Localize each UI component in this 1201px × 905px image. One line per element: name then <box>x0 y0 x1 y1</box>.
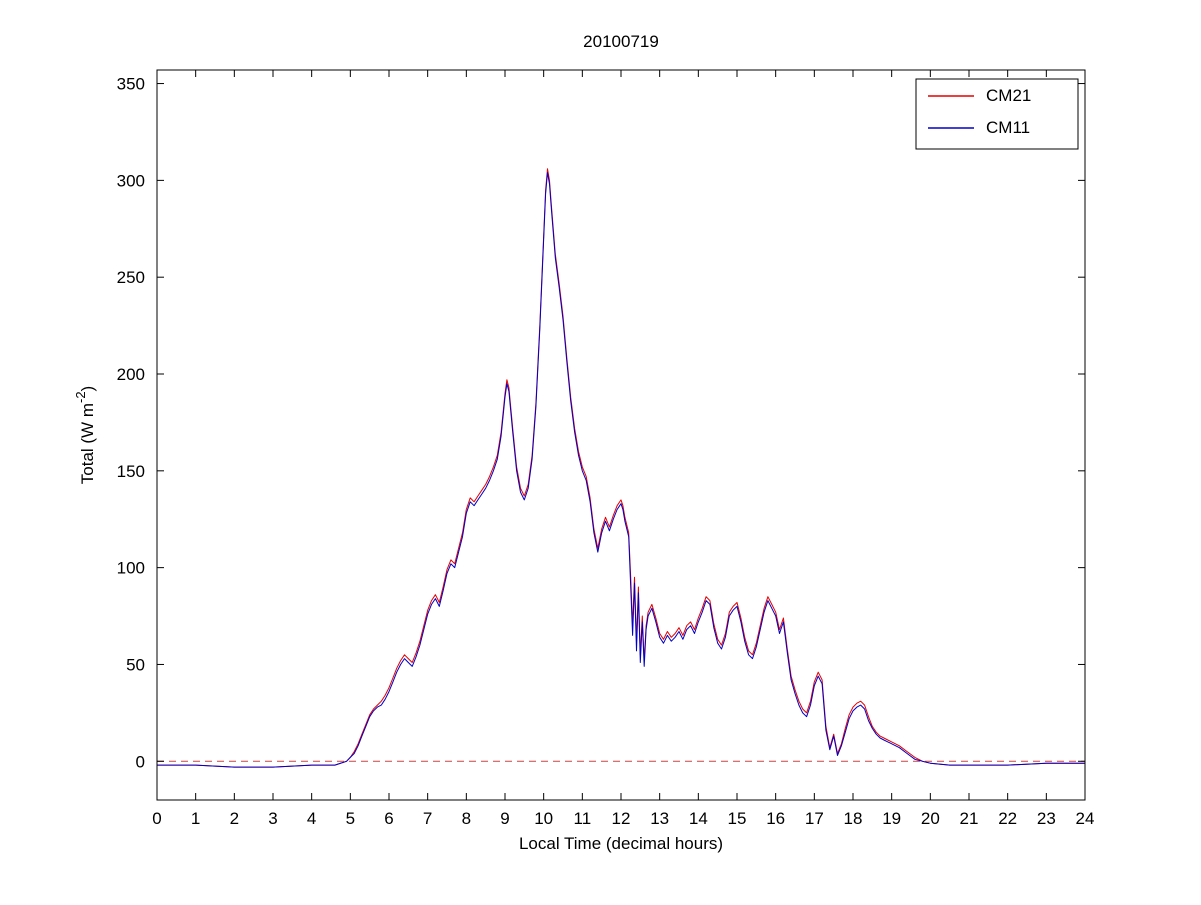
x-tick-label: 9 <box>500 809 509 828</box>
x-axis-label: Local Time (decimal hours) <box>519 834 723 853</box>
x-tick-label: 24 <box>1076 809 1095 828</box>
x-tick-label: 6 <box>384 809 393 828</box>
series-line-CM11 <box>157 172 1085 768</box>
x-tick-label: 13 <box>650 809 669 828</box>
legend-label-CM11: CM11 <box>986 118 1030 137</box>
x-tick-label: 14 <box>689 809 708 828</box>
x-tick-label: 23 <box>1037 809 1056 828</box>
x-tick-label: 7 <box>423 809 432 828</box>
x-tick-label: 17 <box>805 809 824 828</box>
x-tick-label: 8 <box>462 809 471 828</box>
x-tick-label: 22 <box>998 809 1017 828</box>
x-tick-label: 3 <box>268 809 277 828</box>
plot-box <box>156 69 1086 801</box>
x-tick-label: 0 <box>152 809 161 828</box>
legend-label-CM21: CM21 <box>986 86 1031 105</box>
x-tick-label: 10 <box>534 809 553 828</box>
series-line-CM21 <box>157 168 1085 768</box>
legend-box <box>915 78 1079 150</box>
x-tick-label: 2 <box>230 809 239 828</box>
x-tick-label: 1 <box>191 809 200 828</box>
y-axis-label: Total (W m-2) <box>73 386 97 484</box>
y-tick-label: 250 <box>117 268 145 287</box>
y-tick-label: 100 <box>117 559 145 578</box>
y-tick-label: 0 <box>136 752 145 771</box>
x-tick-label: 15 <box>728 809 747 828</box>
y-tick-label: 350 <box>117 75 145 94</box>
x-tick-label: 21 <box>960 809 979 828</box>
x-tick-label: 5 <box>346 809 355 828</box>
x-tick-label: 12 <box>612 809 631 828</box>
x-tick-label: 19 <box>882 809 901 828</box>
y-tick-label: 150 <box>117 462 145 481</box>
x-tick-label: 18 <box>844 809 863 828</box>
y-tick-label: 300 <box>117 171 145 190</box>
chart-title: 20100719 <box>583 32 659 51</box>
y-tick-label: 200 <box>117 365 145 384</box>
x-tick-label: 20 <box>921 809 940 828</box>
x-tick-label: 11 <box>574 809 592 828</box>
x-tick-label: 16 <box>766 809 785 828</box>
y-tick-label: 50 <box>126 655 145 674</box>
x-tick-label: 4 <box>307 809 316 828</box>
